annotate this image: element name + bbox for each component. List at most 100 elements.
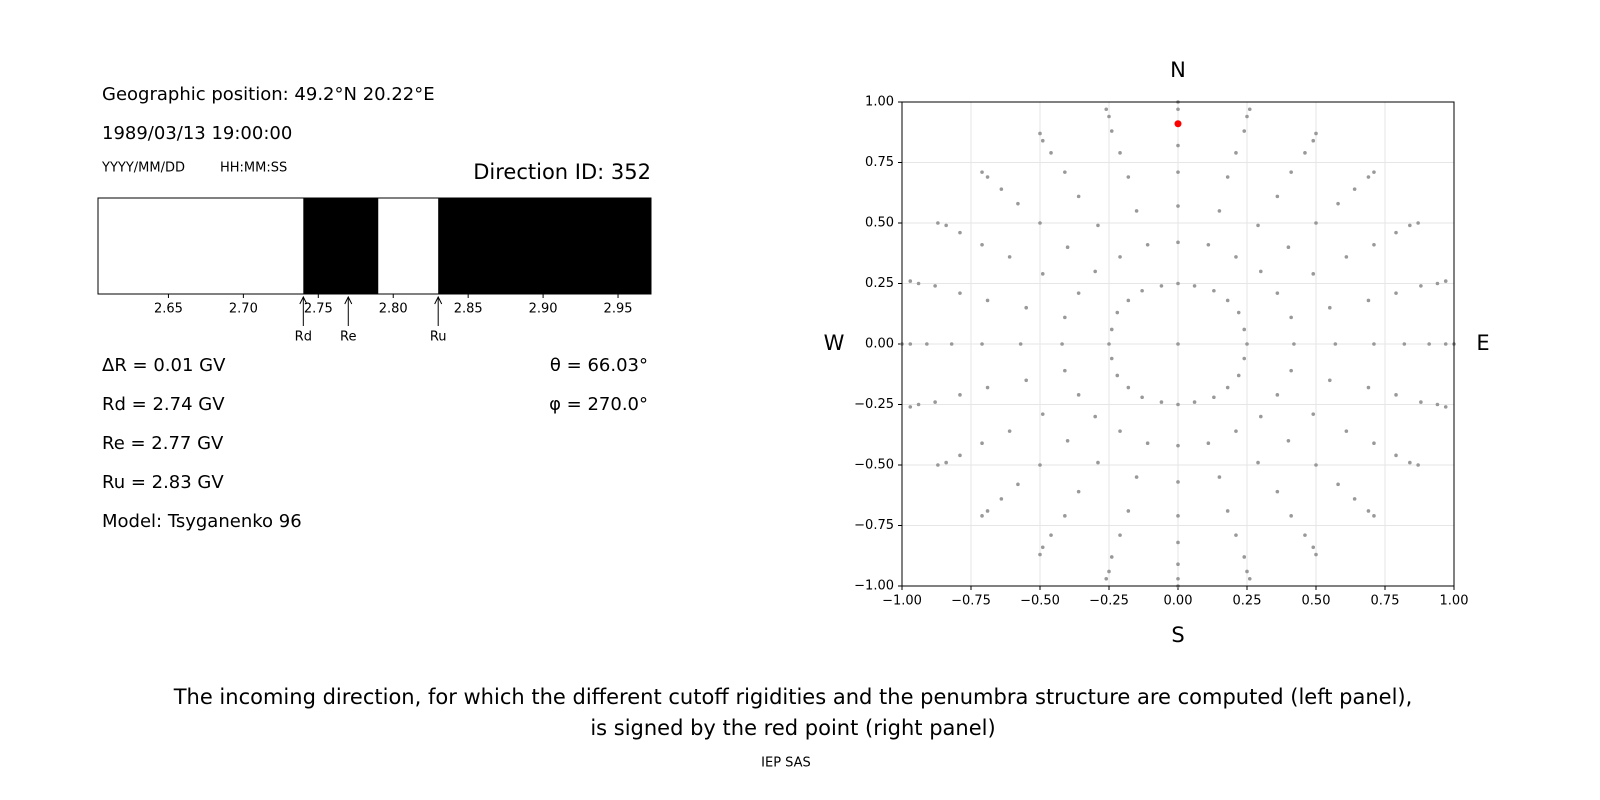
direction-point [1212,288,1216,293]
direction-point [1314,131,1318,136]
direction-point [1024,378,1028,383]
direction-point [1049,533,1053,537]
direction-id: Direction ID: 352 [473,160,651,184]
angle: φ = 270.0° [549,394,648,415]
direction-point [1336,201,1340,206]
direction-point [1063,315,1067,320]
direction-point [980,514,984,518]
x-tick-label: 2.65 [154,302,183,317]
direction-point [1352,497,1357,501]
direction-point [1126,385,1131,390]
direction-point [1225,509,1230,513]
direction-point [1372,242,1376,247]
x-tick-label: 2.75 [304,302,333,317]
direction-point [1049,151,1053,155]
y-tick-label: −0.25 [854,397,894,412]
marker-label: Re [340,330,356,345]
direction-point [1234,255,1238,259]
direction-point [1259,414,1263,419]
direction-point [1311,412,1316,416]
x-tick-label: −0.25 [1089,594,1129,609]
direction-point [1076,194,1081,199]
direction-point [1311,272,1316,276]
direction-point [1217,209,1222,213]
direction-point [1275,194,1280,199]
compass-label: E [1476,331,1489,355]
direction-point [1256,223,1260,228]
direction-point [1419,284,1423,288]
direction-point [1314,221,1318,225]
direction-point [1366,509,1371,513]
direction-point [1038,552,1042,557]
direction-point [1242,555,1247,559]
direction-point [1427,342,1431,346]
direction-point [1443,405,1448,409]
direction-point [933,284,937,288]
direction-point [1352,187,1357,191]
datetime: 1989/03/13 19:00:00 [102,123,292,144]
x-tick-label: 2.70 [229,302,258,317]
y-tick-label: −1.00 [854,579,894,594]
direction-point [1109,327,1114,332]
forbidden-band [303,198,379,294]
direction-point [1217,475,1222,479]
direction-point [980,242,984,247]
direction-point [1372,170,1376,174]
x-tick-label: 0.75 [1371,594,1400,609]
direction-point [1366,385,1371,390]
direction-point [1126,298,1131,303]
direction-point [1140,288,1144,293]
direction-point [1372,514,1376,518]
result: Re = 2.77 GV [102,433,224,454]
direction-point [1416,463,1420,467]
result: Ru = 2.83 GV [102,472,224,493]
direction-point [1024,305,1028,310]
direction-point [1225,175,1230,179]
direction-point [1134,475,1139,479]
direction-point [999,497,1004,501]
direction-point [944,460,948,465]
direction-point [1344,255,1349,259]
direction-point [1176,281,1180,286]
direction-point [1126,509,1131,513]
direction-point [1016,482,1020,487]
y-tick-label: −0.75 [854,518,894,533]
direction-point [916,402,921,407]
marker-label: Rd [295,330,312,345]
direction-point [1247,107,1252,112]
direction-point [1394,230,1398,235]
arrow-head [434,295,443,305]
direction-point [1303,533,1307,537]
direction-point [1245,342,1249,346]
compass-label: N [1170,58,1186,82]
direction-point [1259,269,1263,274]
direction-point [1234,429,1238,433]
direction-point [1206,441,1211,446]
direction-point [1159,284,1164,288]
direction-point [958,453,962,458]
direction-point [1109,555,1114,559]
direction-point [1176,514,1180,518]
direction-point [1286,245,1291,249]
direction-point [1107,342,1111,346]
result: ΔR = 0.01 GV [102,355,226,376]
result: Rd = 2.74 GV [102,394,225,415]
direction-point [1063,170,1067,174]
direction-point [908,405,913,409]
direction-point [1018,342,1023,346]
direction-point [1333,342,1338,346]
x-tick-label: 0.50 [1302,594,1331,609]
direction-point [1275,393,1280,397]
direction-point [1076,291,1081,295]
direction-point [1176,342,1180,346]
direction-point [985,385,990,390]
direction-point [1236,310,1241,315]
direction-point [1275,291,1280,295]
x-tick-label: −0.50 [1020,594,1060,609]
direction-point [1289,514,1293,518]
direction-point [980,170,984,174]
y-tick-label: 1.00 [865,95,894,110]
y-tick-label: −0.50 [854,458,894,473]
x-tick-label: 2.95 [604,302,633,317]
